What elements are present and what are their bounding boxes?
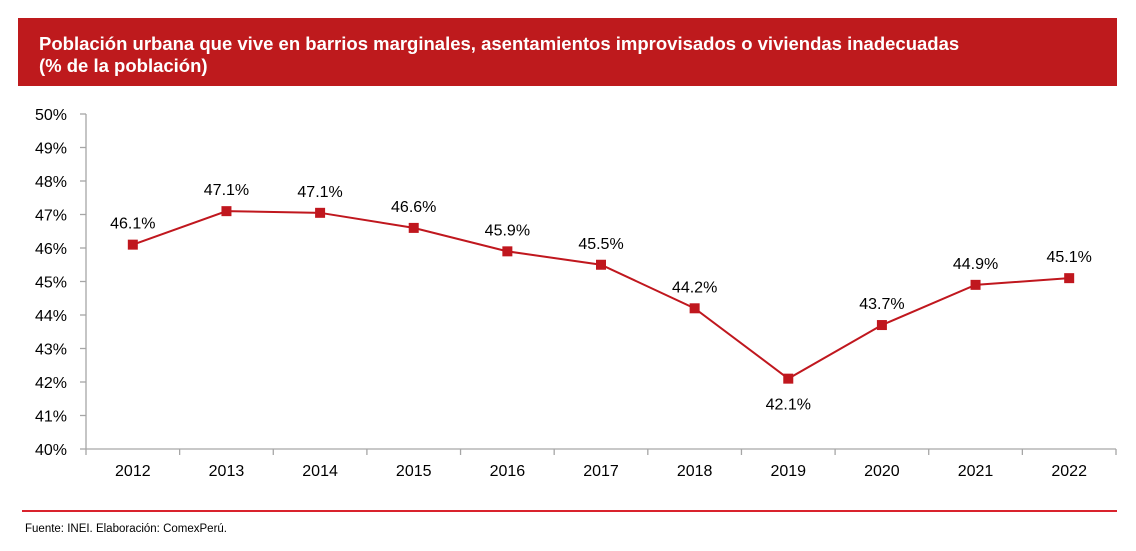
- data-label: 46.6%: [391, 199, 436, 216]
- x-tick-label: 2012: [115, 463, 151, 480]
- data-label: 42.1%: [766, 397, 811, 414]
- data-label: 43.7%: [859, 296, 904, 313]
- y-tick-label: 45%: [35, 275, 67, 292]
- data-point-marker: [689, 303, 700, 314]
- x-tick-label: 2018: [677, 463, 713, 480]
- y-tick-label: 49%: [35, 141, 67, 158]
- data-label: 45.5%: [578, 236, 623, 253]
- y-tick-label: 50%: [35, 107, 67, 124]
- y-tick-label: 48%: [35, 174, 67, 191]
- y-tick-label: 44%: [35, 308, 67, 325]
- data-point-marker: [876, 320, 887, 331]
- data-point-marker: [1064, 273, 1075, 284]
- x-tick-label: 2015: [396, 463, 432, 480]
- data-point-marker: [315, 207, 326, 218]
- data-labels: 46.1% 47.1% 47.1% 46.6% 45.9% 45.5% 44.2% 42.1%…: [110, 182, 1092, 414]
- x-axis: 2012 2013 2014 2015 2016 2017 2018 2019 2020 2021…: [85, 448, 1117, 480]
- chart-title: Población urbana que vive en barrios mar…: [39, 33, 960, 54]
- y-tick-label: 47%: [35, 208, 67, 225]
- y-tick-label: 42%: [35, 375, 67, 392]
- source-note: Fuente: INEI. Elaboración: ComexPerú.: [25, 523, 227, 535]
- data-point-marker: [783, 373, 794, 384]
- y-axis: 40% 41% 42% 43% 44% 45% 46% 47% 48% 49% 50%: [35, 107, 87, 459]
- y-tick-label: 43%: [35, 342, 67, 359]
- x-tick-label: 2020: [864, 463, 900, 480]
- data-label: 47.1%: [204, 182, 249, 199]
- data-label: 46.1%: [110, 216, 155, 233]
- y-tick-label: 40%: [35, 442, 67, 459]
- x-tick-label: 2013: [209, 463, 245, 480]
- x-tick-label: 2019: [770, 463, 806, 480]
- x-tick-label: 2014: [302, 463, 338, 480]
- y-tick-label: 46%: [35, 241, 67, 258]
- data-label: 45.1%: [1046, 249, 1091, 266]
- x-tick-label: 2016: [490, 463, 526, 480]
- data-point-marker: [127, 239, 138, 250]
- series-line-group: [127, 206, 1075, 384]
- data-point-marker: [221, 206, 232, 217]
- data-point-marker: [502, 246, 513, 257]
- chart-title-bar: Población urbana que vive en barrios mar…: [18, 18, 1117, 86]
- x-tick-label: 2022: [1051, 463, 1087, 480]
- y-tick-label: 41%: [35, 409, 67, 426]
- x-tick-label: 2021: [958, 463, 994, 480]
- data-point-marker: [596, 259, 606, 270]
- x-tick-label: 2017: [583, 463, 619, 480]
- data-point-marker: [970, 279, 981, 290]
- chart-subtitle: (% de la población): [39, 55, 208, 76]
- data-label: 47.1%: [297, 184, 342, 201]
- data-point-marker: [408, 222, 419, 233]
- data-label: 44.9%: [953, 256, 998, 273]
- data-label: 45.9%: [485, 222, 530, 239]
- footer-divider: [22, 510, 1117, 512]
- data-label: 44.2%: [672, 279, 717, 296]
